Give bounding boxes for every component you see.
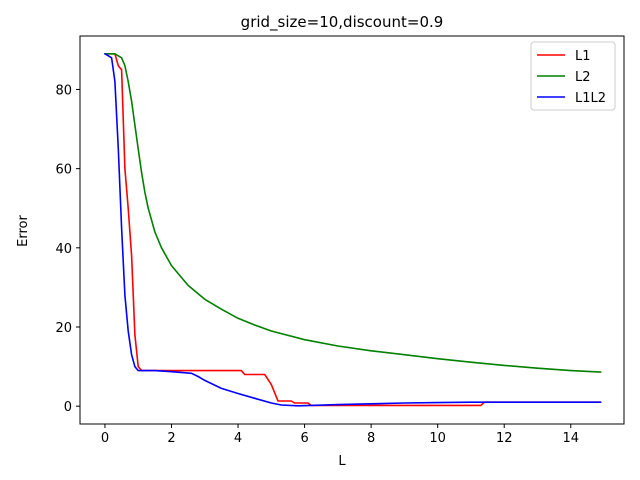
x-tick-label: 8 [367,431,375,446]
y-tick-label: 40 [55,242,72,257]
x-axis-label: L [338,454,346,469]
y-axis: 0 20 40 60 80 [55,83,80,415]
legend-label: L2 [575,70,591,85]
axes-frame [79,35,625,425]
x-tick-label: 10 [429,431,446,446]
series-line-l2 [104,52,602,373]
legend-box [530,41,616,111]
plot-area [104,52,602,407]
x-tick-label: 6 [300,431,308,446]
x-tick-label: 12 [496,431,513,446]
x-tick-label: 2 [167,431,175,446]
legend-label: L1 [575,49,591,64]
x-tick-label: 0 [101,431,109,446]
x-tick-label: 14 [562,431,579,446]
chart-title: grid_size=10,discount=0.9 [241,13,444,32]
x-tick-label: 4 [234,431,242,446]
y-tick-label: 0 [64,400,72,415]
x-axis: 0 2 4 6 8 10 12 14 [101,424,579,446]
series-line-l1l2 [104,52,602,407]
y-tick-label: 20 [55,321,72,336]
y-tick-label: 60 [55,163,72,178]
series-line-l1 [104,52,602,407]
y-axis-label: Error [16,215,31,247]
legend-label: L1L2 [575,91,606,106]
y-tick-label: 80 [55,83,72,98]
